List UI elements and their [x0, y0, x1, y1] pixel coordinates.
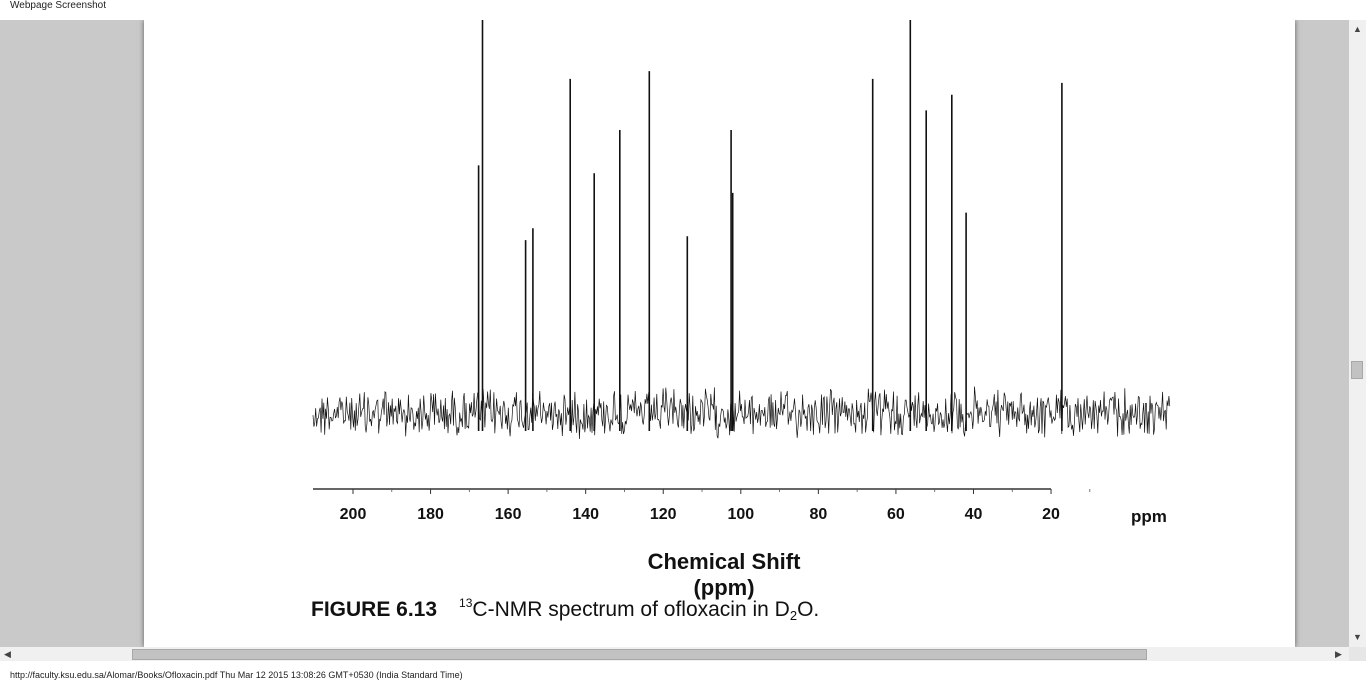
scroll-left-icon[interactable]: ◀ — [4, 649, 11, 659]
horizontal-scrollbar[interactable]: ◀ ▶ — [0, 647, 1349, 661]
x-tick-label-3: 140 — [572, 506, 599, 523]
caption-subscript: 2 — [789, 608, 798, 623]
x-tick-label-0: 200 — [340, 506, 367, 523]
x-tick-label-1: 180 — [417, 506, 444, 523]
peaks-group — [477, 20, 1063, 431]
nmr-spectrum-chart: 200 180 160 140 120 100 80 60 40 20 — [312, 20, 1171, 523]
vertical-scrollbar[interactable]: ▲ ▼ — [1349, 20, 1366, 647]
horizontal-scroll-thumb[interactable] — [132, 649, 1147, 660]
pdf-viewer[interactable]: 200 180 160 140 120 100 80 60 40 20 ppm Chemical … — [0, 20, 1349, 647]
window-title: Webpage Screenshot — [10, 0, 106, 11]
x-ticks-group — [352, 489, 1091, 494]
x-tick-label-8: 40 — [965, 506, 983, 523]
x-tick-label-5: 100 — [727, 506, 754, 523]
scrollbar-corner — [1349, 647, 1366, 661]
x-unit-label: ppm — [1131, 507, 1167, 526]
pdf-page: 200 180 160 140 120 100 80 60 40 20 ppm Chemical … — [144, 20, 1295, 647]
isotope-mass: 13 — [459, 596, 473, 610]
x-tick-label-6: 80 — [809, 506, 827, 523]
caption-text: C-NMR spectrum of ofloxacin in D — [472, 598, 790, 621]
figure-caption: FIGURE 6.13 13C-NMR spectrum of ofloxacin… — [311, 596, 819, 623]
caption-end: O. — [797, 598, 820, 621]
x-tick-label-4: 120 — [650, 506, 677, 523]
scroll-right-icon[interactable]: ▶ — [1335, 649, 1342, 659]
scroll-up-icon[interactable]: ▲ — [1353, 24, 1362, 34]
scroll-down-icon[interactable]: ▼ — [1353, 632, 1362, 642]
status-bar-text: http://faculty.ksu.edu.sa/Alomar/Books/O… — [10, 670, 463, 680]
baseline-noise — [312, 386, 1171, 440]
x-tick-labels-group: 200 180 160 140 120 100 80 60 40 20 — [340, 506, 1060, 523]
figure-label: FIGURE 6.13 — [311, 598, 438, 621]
x-tick-label-2: 160 — [495, 506, 522, 523]
x-axis-title: Chemical Shift (ppm) — [647, 549, 801, 600]
x-tick-label-9: 20 — [1042, 506, 1060, 523]
x-tick-label-7: 60 — [887, 506, 905, 523]
vertical-scroll-thumb[interactable] — [1351, 361, 1363, 379]
